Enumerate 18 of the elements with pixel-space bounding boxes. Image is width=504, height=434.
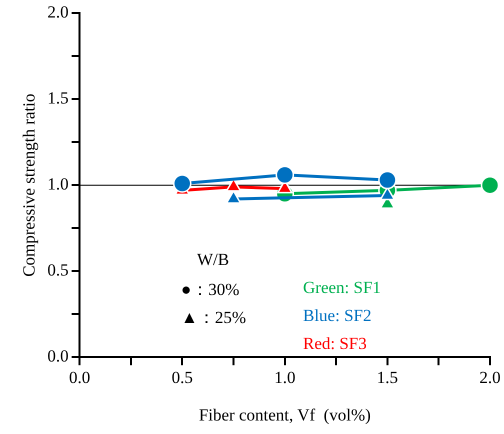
annotation: Green: SF1 <box>303 278 381 298</box>
annotation: ▲：25% <box>181 307 246 329</box>
y-axis-title: Compressive strength ratio <box>20 94 39 277</box>
y-tick-label: 2.0 <box>47 2 69 22</box>
x-tick-label: 0.0 <box>69 368 90 387</box>
y-tick-label: 0.0 <box>47 346 69 366</box>
y-tick-label: 0.5 <box>47 260 69 280</box>
y-tick-label: 1.5 <box>47 88 69 108</box>
x-axis-title: Fiber content, Vf (vol%) <box>198 405 371 424</box>
x-tick-label: 2.0 <box>479 368 501 387</box>
annotation: Blue: SF2 <box>303 306 372 326</box>
annotation: ●：30% <box>181 279 240 301</box>
annotation: W/B <box>197 250 230 270</box>
x-tick-label: 0.5 <box>172 368 193 387</box>
x-tick-label: 1.5 <box>376 368 398 387</box>
annotation: Red: SF3 <box>303 334 367 354</box>
x-tick-label: 1.0 <box>274 368 296 387</box>
y-tick-label: 1.0 <box>47 174 69 194</box>
